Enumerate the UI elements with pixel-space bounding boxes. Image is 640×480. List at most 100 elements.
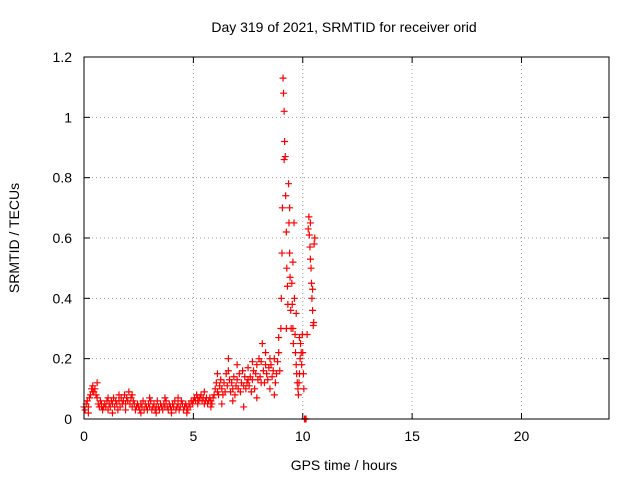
y-tick-label: 0.8 (53, 170, 73, 186)
data-point (294, 391, 302, 399)
data-point (282, 325, 290, 332)
data-point (207, 403, 215, 411)
data-point (253, 394, 261, 402)
data-point (281, 153, 289, 161)
data-point (93, 394, 101, 402)
data-point (251, 385, 259, 393)
data-point (291, 331, 299, 339)
data-point (231, 391, 239, 399)
data-point (289, 340, 297, 348)
y-tick-label: 0.4 (53, 290, 73, 306)
data-point (137, 409, 145, 417)
data-point (282, 228, 290, 236)
data-point (280, 89, 287, 97)
data-point (300, 385, 308, 393)
data-point (307, 264, 315, 272)
y-tick-label: 0 (64, 411, 72, 427)
data-point (258, 340, 266, 348)
data-point (174, 394, 182, 402)
data-point (299, 370, 307, 378)
data-point (248, 358, 256, 366)
data-point (257, 379, 265, 387)
data-point (92, 391, 100, 399)
tick-labels: 0 5 10 15 20 0 0.2 0.4 0.6 0.8 1 1.2 (53, 49, 530, 444)
data-point (239, 367, 247, 375)
data-point (218, 400, 226, 408)
data-point (208, 400, 216, 408)
data-point (85, 394, 93, 402)
y-tick-label: 0.2 (53, 351, 73, 367)
data-point (268, 373, 276, 381)
data-point (125, 388, 133, 396)
data-point (240, 403, 248, 411)
data-point (280, 156, 288, 164)
data-point (309, 306, 317, 314)
data-point (252, 370, 260, 378)
data-point (269, 367, 277, 375)
x-tick-label: 10 (295, 428, 311, 444)
data-point (122, 406, 130, 414)
x-tick-label: 15 (404, 428, 420, 444)
data-points (80, 74, 319, 423)
data-point (286, 273, 294, 281)
data-point (146, 394, 154, 402)
data-point (213, 388, 221, 396)
data-point (233, 376, 241, 384)
data-point (209, 394, 217, 402)
data-point (236, 388, 244, 396)
data-point (303, 331, 311, 339)
data-point (288, 279, 296, 287)
data-point (290, 294, 298, 302)
data-point (306, 219, 314, 227)
data-point (292, 309, 300, 317)
data-point (271, 379, 279, 387)
data-point (306, 255, 314, 263)
x-tick-label: 0 (80, 428, 88, 444)
data-point (289, 325, 297, 332)
data-point (286, 249, 294, 257)
data-point (295, 379, 303, 387)
data-point (276, 367, 284, 375)
data-point (279, 74, 287, 82)
data-point (235, 370, 243, 378)
data-point (295, 334, 303, 342)
data-point (262, 349, 270, 357)
data-point (280, 107, 288, 115)
y-axis-label: SRMTID / TECUs (6, 183, 22, 293)
data-point (244, 364, 252, 372)
data-point (305, 231, 313, 239)
plot-frame (83, 56, 610, 420)
data-point (266, 355, 274, 363)
data-point (233, 361, 241, 369)
data-point (104, 394, 112, 402)
data-point (266, 385, 274, 393)
data-point (162, 397, 170, 405)
x-tick-label: 20 (514, 428, 530, 444)
data-point (304, 225, 312, 233)
data-point (153, 397, 161, 405)
data-point (308, 294, 316, 302)
data-point (84, 409, 92, 417)
data-point (224, 355, 232, 363)
data-point (273, 370, 280, 378)
data-point (244, 376, 252, 384)
chart-title: Day 319 of 2021, SRMTID for receiver ori… (211, 19, 476, 35)
data-point (89, 388, 97, 396)
y-tick-label: 1 (64, 109, 72, 125)
data-point (223, 382, 231, 390)
data-point (200, 388, 208, 396)
data-point (242, 385, 250, 393)
data-point (310, 318, 318, 326)
data-point (256, 373, 264, 381)
data-point (93, 379, 101, 387)
data-point (230, 373, 238, 381)
data-point (108, 409, 116, 417)
data-point (305, 213, 313, 221)
data-point (310, 240, 318, 248)
data-point (229, 397, 237, 405)
data-point (274, 358, 282, 366)
data-point (183, 409, 191, 417)
data-point (287, 306, 295, 314)
